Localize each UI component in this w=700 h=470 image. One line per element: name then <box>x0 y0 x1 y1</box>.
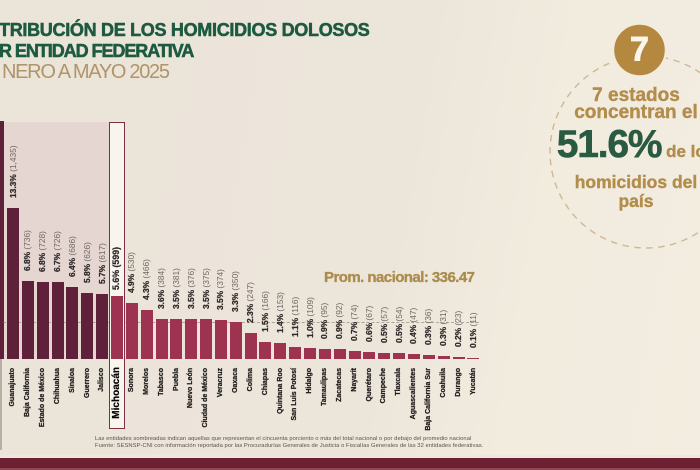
svg-text:7: 7 <box>630 31 649 69</box>
